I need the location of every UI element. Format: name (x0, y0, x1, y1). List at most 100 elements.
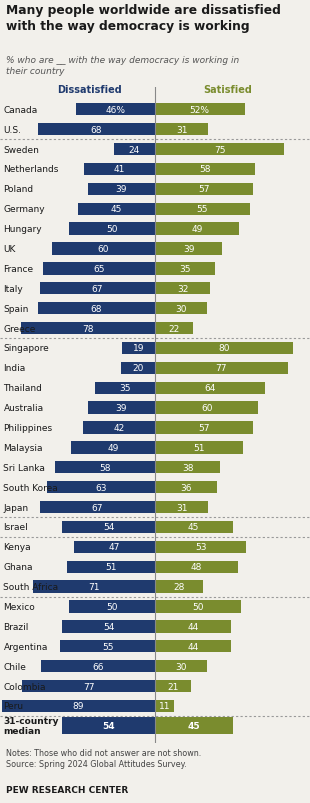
Bar (121, 362, 155, 374)
Bar (67, 560, 155, 573)
Text: 75: 75 (214, 145, 225, 154)
Text: 45: 45 (188, 721, 200, 731)
Text: 35: 35 (179, 264, 191, 274)
Bar (62, 718, 155, 734)
Bar (155, 680, 191, 692)
Text: Malaysia: Malaysia (3, 443, 43, 452)
Bar (155, 323, 193, 335)
Text: 31: 31 (176, 125, 188, 135)
Text: 54: 54 (103, 622, 114, 631)
Bar (155, 144, 284, 156)
Text: South Korea: South Korea (3, 483, 58, 492)
Text: Sweden: Sweden (3, 145, 39, 154)
Text: 77: 77 (83, 682, 95, 691)
Text: 39: 39 (183, 245, 194, 254)
Text: 66: 66 (92, 662, 104, 671)
Text: Italy: Italy (3, 284, 23, 293)
Bar (2, 700, 155, 712)
Text: 78: 78 (82, 324, 94, 333)
Text: 58: 58 (99, 463, 111, 472)
Text: 42: 42 (113, 423, 124, 433)
Bar (155, 700, 174, 712)
Bar (155, 521, 232, 533)
Text: 32: 32 (177, 284, 188, 293)
Text: 50: 50 (106, 602, 118, 611)
Text: U.S.: U.S. (3, 125, 21, 135)
Bar (38, 303, 155, 315)
Text: Israel: Israel (3, 523, 28, 532)
Text: Satisfied: Satisfied (203, 85, 252, 96)
Text: Hungary: Hungary (3, 225, 42, 234)
Text: 68: 68 (91, 304, 102, 313)
Text: 60: 60 (201, 404, 212, 413)
Text: Germany: Germany (3, 205, 45, 214)
Bar (95, 382, 155, 394)
Text: Notes: Those who did not answer are not shown.
Source: Spring 2024 Global Attitu: Notes: Those who did not answer are not … (6, 748, 202, 768)
Text: PEW RESEARCH CENTER: PEW RESEARCH CENTER (6, 785, 128, 794)
Text: Netherlands: Netherlands (3, 165, 59, 174)
Text: 44: 44 (187, 622, 198, 631)
Bar (33, 581, 155, 593)
Bar (46, 481, 155, 494)
Bar (155, 124, 208, 137)
Text: 65: 65 (93, 264, 105, 274)
Text: 51: 51 (193, 443, 205, 452)
Bar (155, 481, 217, 494)
Bar (155, 342, 293, 355)
Bar (155, 442, 243, 454)
Bar (40, 283, 155, 295)
Text: Thailand: Thailand (3, 384, 42, 393)
Bar (155, 581, 203, 593)
Bar (155, 243, 222, 255)
Text: 49: 49 (107, 443, 118, 452)
Text: Sri Lanka: Sri Lanka (3, 463, 45, 472)
Text: Kenya: Kenya (3, 543, 31, 552)
Text: 63: 63 (95, 483, 107, 492)
Bar (155, 462, 220, 474)
Bar (122, 342, 155, 355)
Text: Peru: Peru (3, 702, 24, 711)
Text: 50: 50 (192, 602, 204, 611)
Bar (88, 183, 155, 196)
Text: 24: 24 (129, 145, 140, 154)
Bar (155, 601, 241, 613)
Text: 80: 80 (218, 344, 230, 353)
Text: France: France (3, 264, 33, 274)
Text: 68: 68 (91, 125, 102, 135)
Text: Poland: Poland (3, 185, 33, 194)
Bar (155, 422, 253, 434)
Text: 30: 30 (175, 662, 187, 671)
Text: 58: 58 (199, 165, 211, 174)
Text: 38: 38 (182, 463, 193, 472)
Text: 49: 49 (192, 225, 203, 234)
Bar (62, 521, 155, 533)
Text: Mexico: Mexico (3, 602, 35, 611)
Text: India: India (3, 364, 26, 373)
Text: Australia: Australia (3, 404, 44, 413)
Bar (83, 422, 155, 434)
Text: 30: 30 (175, 304, 187, 313)
Bar (22, 680, 155, 692)
Bar (40, 501, 155, 514)
Bar (155, 303, 207, 315)
Text: 39: 39 (116, 185, 127, 194)
Bar (155, 560, 238, 573)
Text: 35: 35 (119, 384, 131, 393)
Text: 47: 47 (109, 543, 120, 552)
Text: Ghana: Ghana (3, 563, 33, 572)
Text: Many people worldwide are dissatisfied
with the way democracy is working: Many people worldwide are dissatisfied w… (6, 4, 281, 33)
Text: Singapore: Singapore (3, 344, 49, 353)
Text: 57: 57 (198, 185, 210, 194)
Bar (155, 223, 239, 235)
Bar (155, 640, 231, 653)
Text: 45: 45 (111, 205, 122, 214)
Bar (155, 718, 232, 734)
Text: 22: 22 (168, 324, 179, 333)
Text: 54: 54 (102, 721, 115, 731)
Bar (155, 362, 288, 374)
Bar (84, 164, 155, 176)
Bar (155, 402, 258, 414)
Bar (155, 283, 210, 295)
Text: 55: 55 (102, 642, 113, 651)
Text: Japan: Japan (3, 503, 29, 512)
